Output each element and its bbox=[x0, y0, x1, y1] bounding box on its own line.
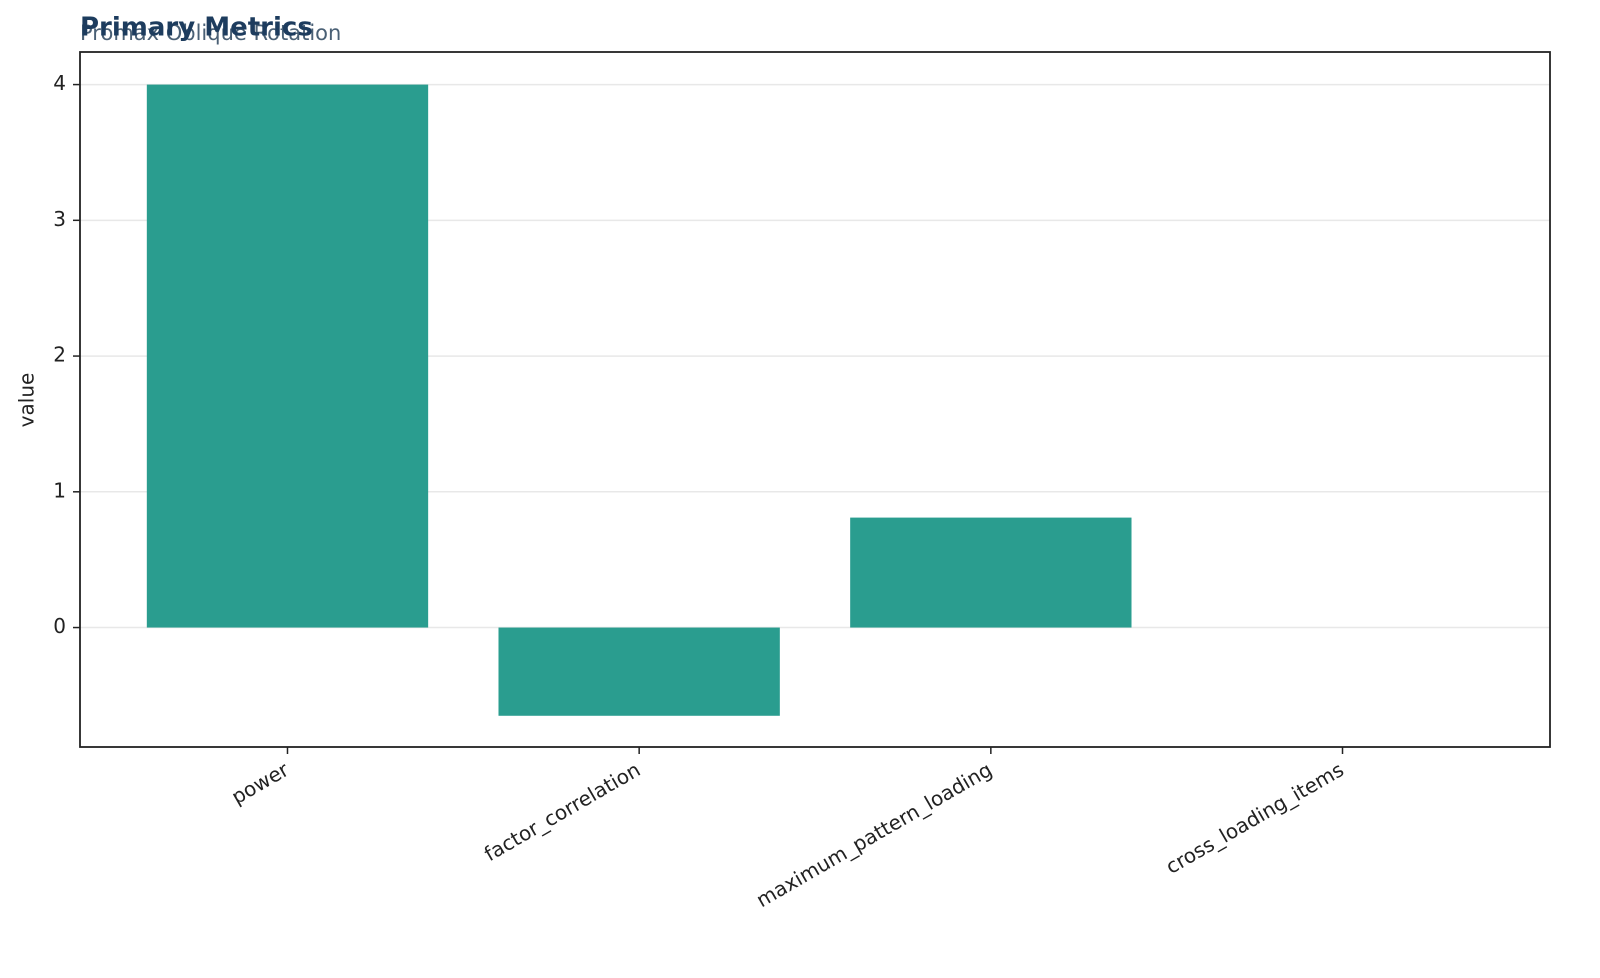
chart-subtitle: Promax Oblique Rotation bbox=[80, 21, 341, 45]
y-tick-label: 4 bbox=[53, 71, 66, 95]
y-tick-label: 2 bbox=[53, 343, 66, 367]
bar bbox=[498, 627, 780, 716]
y-axis-label: value bbox=[15, 373, 39, 428]
x-tick-label: maximum_pattern_loading bbox=[752, 757, 996, 912]
y-tick-label: 0 bbox=[53, 614, 66, 638]
y-tick-label: 3 bbox=[53, 207, 66, 231]
x-tick-label: factor_correlation bbox=[480, 757, 644, 866]
x-tick-label: power bbox=[227, 757, 293, 809]
y-tick-label: 1 bbox=[53, 478, 66, 502]
bar bbox=[850, 517, 1132, 628]
chart-title: Primary Metrics bbox=[80, 13, 313, 43]
x-tick-label: cross_loading_items bbox=[1162, 757, 1348, 878]
plot-frame bbox=[79, 51, 1551, 748]
bar bbox=[146, 84, 429, 628]
